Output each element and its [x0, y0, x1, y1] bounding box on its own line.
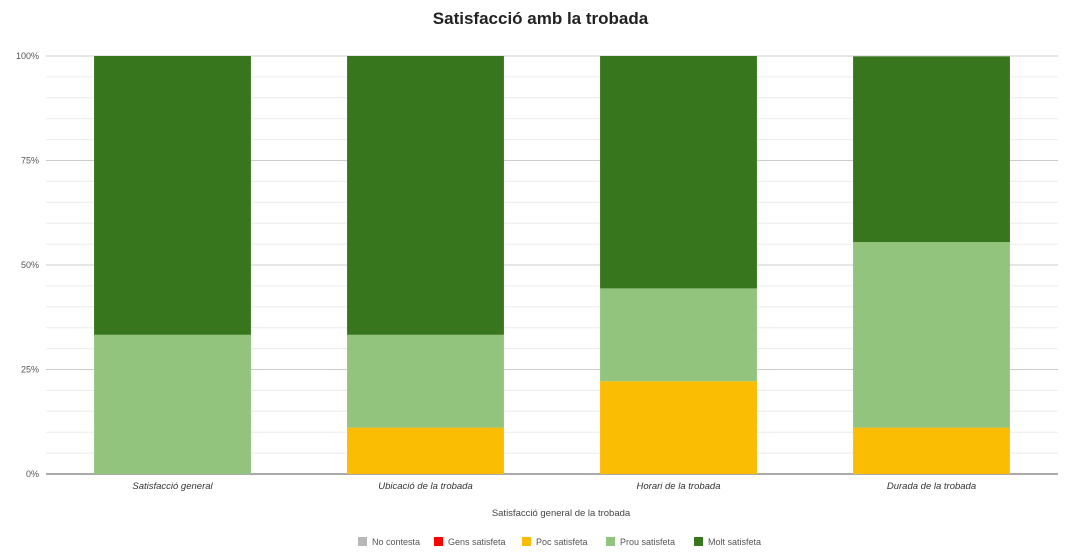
legend-label: No contesta: [372, 537, 420, 547]
x-category-label: Ubicació de la trobada: [378, 481, 473, 492]
bar-segment: [347, 427, 504, 474]
legend-swatch: [606, 537, 615, 546]
legend-label: Molt satisfeta: [708, 537, 761, 547]
x-axis-categories: Satisfacció general Ubicació de la trobad…: [132, 481, 976, 492]
bar-segment: [853, 56, 1010, 243]
bar-segment: [347, 56, 504, 335]
legend-swatch: [358, 537, 367, 546]
legend-label: Poc satisfeta: [536, 537, 588, 547]
bar-segment: [853, 242, 1010, 428]
x-axis-title: Satisfacció general de la trobada: [492, 508, 631, 519]
y-tick-label: 100%: [16, 51, 39, 61]
bar-segment: [600, 56, 757, 289]
chart-title: Satisfacció amb la trobada: [432, 9, 649, 28]
y-tick-label: 25%: [21, 365, 39, 375]
x-category-label: Satisfacció general: [132, 481, 213, 492]
y-tick-label: 50%: [21, 260, 39, 270]
bar-segment: [347, 334, 504, 428]
y-tick-label: 0%: [26, 469, 39, 479]
x-category-label: Horari de la trobada: [637, 481, 721, 492]
bar-segment: [600, 381, 757, 474]
bar-segment: [600, 288, 757, 382]
legend-swatch: [434, 537, 443, 546]
bar-segment: [853, 427, 1010, 474]
bars: [94, 56, 1010, 474]
legend-swatch: [522, 537, 531, 546]
legend-swatch: [694, 537, 703, 546]
y-tick-label: 75%: [21, 156, 39, 166]
y-axis-ticks: 0% 25% 50% 75% 100%: [16, 51, 39, 479]
x-category-label: Durada de la trobada: [887, 481, 976, 492]
legend: No contesta Gens satisfeta Poc satisfeta Pr…: [358, 537, 761, 547]
bar-segment: [94, 334, 251, 474]
bar-segment: [94, 56, 251, 335]
legend-label: Prou satisfeta: [620, 537, 675, 547]
legend-label: Gens satisfeta: [448, 537, 506, 547]
